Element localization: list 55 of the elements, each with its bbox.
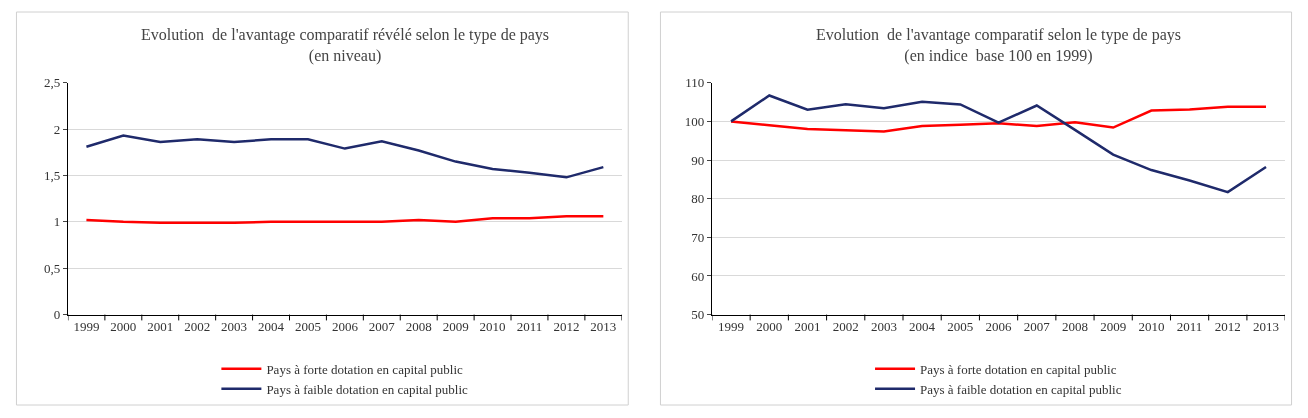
y-tick-label: 80: [691, 191, 705, 207]
x-tick-label: 2002: [184, 319, 211, 335]
x-tick-label: 2006: [331, 319, 359, 335]
x-tick-label: 2002: [832, 319, 859, 335]
y-tick-label: 100: [684, 113, 705, 129]
y-tick-label: 2,5: [44, 75, 61, 91]
x-tick-label: 2001: [794, 319, 821, 335]
chart-subtitle: (en indice base 100 en 1999): [904, 46, 1093, 65]
x-tick-label: 2000: [110, 319, 137, 335]
x-tick-label: 2012: [553, 319, 580, 335]
x-tick-label: 2010: [479, 319, 506, 335]
y-tick-label: 50: [691, 307, 705, 323]
y-tick-label: 70: [691, 229, 705, 245]
x-tick-label: 1999: [718, 319, 745, 335]
y-tick-label: 1: [53, 214, 61, 230]
x-tick-label: 2004: [258, 319, 285, 335]
y-tick-label: 90: [691, 152, 705, 168]
x-tick-label: 2010: [1138, 319, 1165, 335]
x-tick-label: 2005: [947, 319, 974, 335]
x-tick-label: 2009: [442, 319, 469, 335]
x-tick-label: 2000: [756, 319, 783, 335]
x-tick-label: 2013: [1253, 319, 1280, 335]
x-tick-label: 2011: [1176, 319, 1203, 335]
x-tick-label: 2003: [870, 319, 897, 335]
x-tick-label: 2004: [909, 319, 936, 335]
legend-label: Pays à faible dotation en capital public: [920, 381, 1122, 397]
x-tick-label: 2013: [590, 319, 617, 335]
legend-label: Pays à forte dotation en capital public: [920, 361, 1117, 377]
chart-subtitle: (en niveau): [308, 46, 382, 65]
x-tick-label: 2007: [368, 319, 396, 335]
legend-label: Pays à forte dotation en capital public: [266, 361, 463, 377]
x-tick-label: 2003: [221, 319, 248, 335]
line-series: [85, 215, 605, 225]
x-tick-label: 2007: [1023, 319, 1051, 335]
x-tick-label: 2008: [405, 319, 432, 335]
x-tick-label: 2001: [147, 319, 174, 335]
x-tick-label: 2008: [1061, 319, 1088, 335]
y-tick-label: 2: [53, 121, 61, 137]
x-tick-label: 2005: [294, 319, 321, 335]
chart-title: Evolution de l'avantage comparatif révélé selon le type de pays: [141, 26, 550, 44]
line-series: [85, 134, 605, 179]
y-tick-label: 1,5: [44, 168, 61, 184]
chart-title: Evolution de l'avantage comparatif selon le type de pays: [816, 26, 1181, 44]
line-series: [729, 94, 1268, 194]
legend-label: Pays à faible dotation en capital public: [266, 381, 469, 397]
x-tick-label: 1999: [73, 319, 100, 335]
line-series: [729, 105, 1268, 133]
x-tick-label: 2011: [516, 319, 543, 335]
y-tick-label: 0,5: [44, 260, 61, 276]
x-tick-label: 2006: [985, 319, 1013, 335]
x-tick-label: 2012: [1214, 319, 1241, 335]
y-tick-label: 0: [53, 307, 61, 323]
y-tick-label: 110: [685, 75, 705, 91]
y-tick-label: 60: [691, 268, 705, 284]
x-tick-label: 2009: [1100, 319, 1127, 335]
